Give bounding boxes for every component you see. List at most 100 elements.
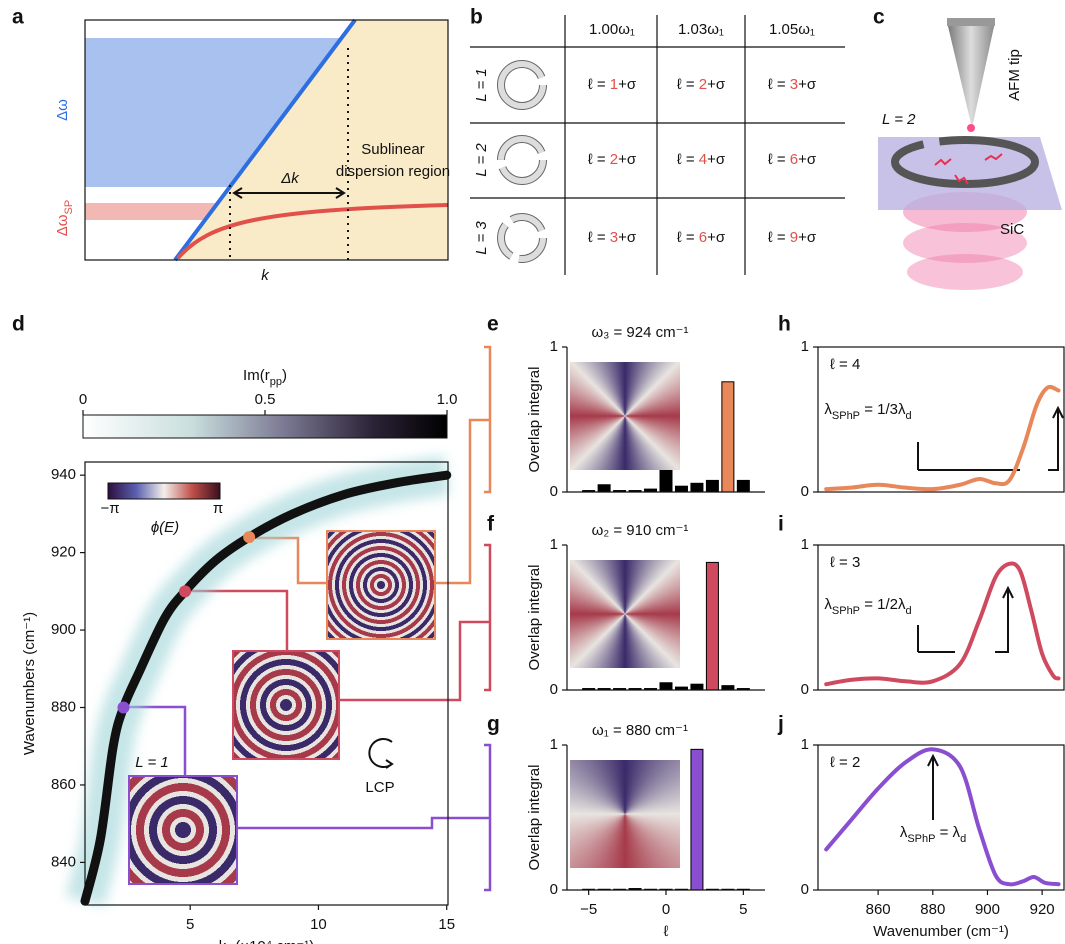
afm-tip-base bbox=[947, 18, 995, 26]
table-cell: ℓ = 6+σ bbox=[768, 151, 817, 168]
subscript: pp bbox=[270, 376, 282, 388]
bar bbox=[706, 562, 718, 690]
bar bbox=[691, 749, 703, 890]
table-cell: ℓ = 9+σ bbox=[768, 229, 817, 246]
cell-part: 3 bbox=[610, 229, 618, 246]
cell-part: +σ bbox=[798, 76, 817, 93]
bar bbox=[660, 683, 672, 690]
cell-part: ℓ = bbox=[768, 151, 790, 168]
y-tick-label: 940 bbox=[51, 466, 76, 483]
wavelength-label: λSPhP = 1/2λd bbox=[824, 596, 911, 617]
y-tick-label: 1 bbox=[801, 536, 809, 553]
mode-point bbox=[179, 585, 191, 597]
bar bbox=[706, 480, 718, 492]
x-tick-label: 15 bbox=[438, 916, 455, 933]
colorbar-label: Im(rpp) bbox=[243, 367, 287, 388]
cell-part: 3 bbox=[790, 76, 798, 93]
text-part: Δω bbox=[54, 214, 71, 236]
subscript: d bbox=[905, 605, 911, 617]
region-label: Sublinear bbox=[361, 141, 424, 158]
wavelength-label: λSPhP = λd bbox=[900, 824, 966, 845]
column-header: 1.03ω₁ bbox=[678, 21, 724, 38]
cell-part: ℓ = bbox=[677, 229, 699, 246]
y-tick-label: 860 bbox=[51, 776, 76, 793]
substrate-label: SiC bbox=[1000, 221, 1024, 238]
y-tick-label: 880 bbox=[51, 698, 76, 715]
x-tick-label: 880 bbox=[920, 901, 945, 918]
wavelength-bracket bbox=[918, 408, 1063, 470]
cell-part: +σ bbox=[707, 151, 726, 168]
wavelength-label: λSPhP = 1/3λd bbox=[824, 401, 911, 422]
panel-label: d bbox=[12, 313, 25, 336]
annotation: ℓ = 2 bbox=[830, 754, 860, 771]
phase-colorbar-label: ϕ(E) bbox=[151, 519, 179, 536]
ring-l2 bbox=[501, 139, 543, 181]
x-axis-label: kₓ (×10⁴ cm⁻¹) bbox=[219, 938, 315, 944]
ring-l3 bbox=[501, 217, 543, 259]
subscript: SPhP bbox=[907, 833, 935, 845]
mode-inset bbox=[570, 760, 680, 868]
table-cell: ℓ = 4+σ bbox=[677, 151, 726, 168]
y-tick-label: 0 bbox=[550, 881, 558, 898]
panel-label: i bbox=[778, 513, 784, 536]
x-tick-label: 860 bbox=[866, 901, 891, 918]
cell-part: ℓ = bbox=[588, 151, 610, 168]
text-part: = λ bbox=[935, 824, 960, 841]
table-cell: ℓ = 6+σ bbox=[677, 229, 726, 246]
chart-title: ω₂ = 910 cm⁻¹ bbox=[592, 522, 689, 539]
y-tick-label: 1 bbox=[801, 736, 809, 753]
afm-tip bbox=[947, 22, 995, 128]
table-cell: ℓ = 2+σ bbox=[588, 151, 637, 168]
annotation: ℓ = 4 bbox=[830, 356, 860, 373]
tip-spot bbox=[967, 124, 975, 132]
annotation: ℓ = 3 bbox=[830, 554, 860, 571]
panel-label: c bbox=[873, 6, 885, 29]
bar bbox=[691, 684, 703, 690]
delta-omega-sp-label: ΔωSP bbox=[54, 200, 75, 236]
table-cell: ℓ = 1+σ bbox=[588, 76, 637, 93]
cell-part: 1 bbox=[610, 76, 618, 93]
phase-tick-label: −π bbox=[100, 500, 119, 517]
row-header: L = 3 bbox=[473, 221, 490, 255]
cell-part: 4 bbox=[699, 151, 707, 168]
line bbox=[826, 563, 1058, 684]
y-tick-label: 1 bbox=[550, 736, 558, 753]
cell-part: +σ bbox=[618, 76, 637, 93]
field-inset bbox=[326, 530, 436, 640]
y-tick-label: 0 bbox=[550, 483, 558, 500]
order-label: L = 2 bbox=[882, 111, 916, 128]
y-tick-label: 0 bbox=[801, 881, 809, 898]
bar bbox=[722, 382, 734, 492]
bar bbox=[660, 469, 672, 492]
cell-part: 6 bbox=[699, 229, 707, 246]
bar bbox=[675, 486, 687, 492]
colorbar-tick-label: 0.5 bbox=[255, 391, 276, 408]
column-header: 1.00ω₁ bbox=[589, 21, 635, 38]
x-axis-label: ℓ bbox=[664, 923, 669, 940]
x-axis-label: Wavenumber (cm⁻¹) bbox=[873, 923, 1009, 940]
panel-label: b bbox=[470, 6, 483, 29]
cell-part: 2 bbox=[699, 76, 707, 93]
bar bbox=[598, 485, 610, 492]
tip-label: AFM tip bbox=[1006, 49, 1023, 101]
x-tick-label: −5 bbox=[580, 901, 597, 918]
field-inset bbox=[128, 775, 238, 885]
phase-tick-label: π bbox=[213, 500, 223, 517]
table-cell: ℓ = 3+σ bbox=[768, 76, 817, 93]
cell-part: 2 bbox=[610, 151, 618, 168]
y-axis-label: Wavenumbers (cm⁻¹) bbox=[21, 612, 38, 755]
annotation: LCP bbox=[365, 779, 394, 796]
ring-l1 bbox=[501, 64, 543, 106]
x-tick-label: 900 bbox=[975, 901, 1000, 918]
row-header: L = 2 bbox=[473, 143, 490, 177]
cell-part: +σ bbox=[618, 229, 637, 246]
panel-a-diagram: Δω ΔωSP Sublinear dispersion region Δk k bbox=[54, 20, 450, 284]
region-label: dispersion region bbox=[336, 163, 450, 180]
table-cell: ℓ = 3+σ bbox=[588, 229, 637, 246]
lcp-arrow bbox=[369, 739, 392, 768]
cell-part: ℓ = bbox=[677, 76, 699, 93]
delta-omega-label: Δω bbox=[54, 99, 71, 121]
page: {"panel_labels": ["a", "b", "c", "d", "e… bbox=[0, 0, 1065, 944]
cell-part: ℓ = bbox=[588, 229, 610, 246]
row-header: L = 1 bbox=[473, 68, 490, 102]
